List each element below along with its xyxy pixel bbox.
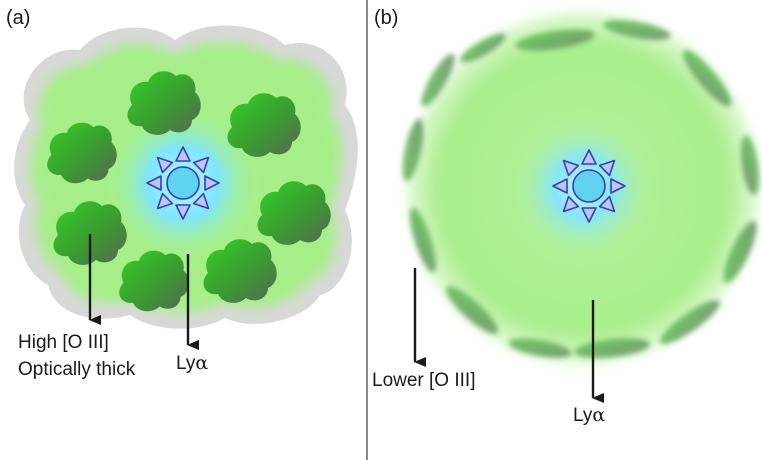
gas-cloud-icon — [203, 239, 277, 303]
shell-clump — [410, 207, 436, 273]
shell-clump — [723, 220, 757, 284]
shell-clump — [446, 286, 498, 334]
panel-a-label: (a) — [6, 7, 30, 29]
shell-clump — [460, 33, 506, 63]
gas-cloud-icon — [119, 250, 189, 312]
shell-clump — [421, 53, 455, 107]
star-icon — [146, 146, 220, 220]
oiii-label-line1: High [O III] — [18, 332, 109, 353]
panel-a: (a) — [6, 7, 358, 380]
oiii-label: Lower [O III] — [372, 370, 475, 391]
lya-label: Lyα — [176, 352, 208, 374]
star-icon — [552, 149, 626, 223]
shell-clump — [660, 300, 720, 344]
panel-b: (b) — [372, 7, 759, 426]
gas-cloud-icon — [227, 93, 301, 157]
shell-clump — [402, 118, 424, 182]
gas-cloud-icon — [257, 181, 331, 245]
oiii-label-line2: Optically thick — [18, 359, 136, 380]
dense-clouds — [47, 71, 331, 312]
shell-clump — [515, 29, 595, 51]
gas-cloud-icon — [47, 122, 117, 184]
panel-b-label: (b) — [374, 7, 398, 29]
lya-label: Lyα — [573, 404, 605, 426]
shell-clump — [603, 20, 671, 40]
gas-cloud-icon — [53, 201, 127, 265]
shell-clump — [741, 135, 759, 195]
shell-clump — [682, 49, 732, 107]
gas-cloud-icon — [127, 71, 201, 135]
shell-clump — [508, 338, 572, 358]
